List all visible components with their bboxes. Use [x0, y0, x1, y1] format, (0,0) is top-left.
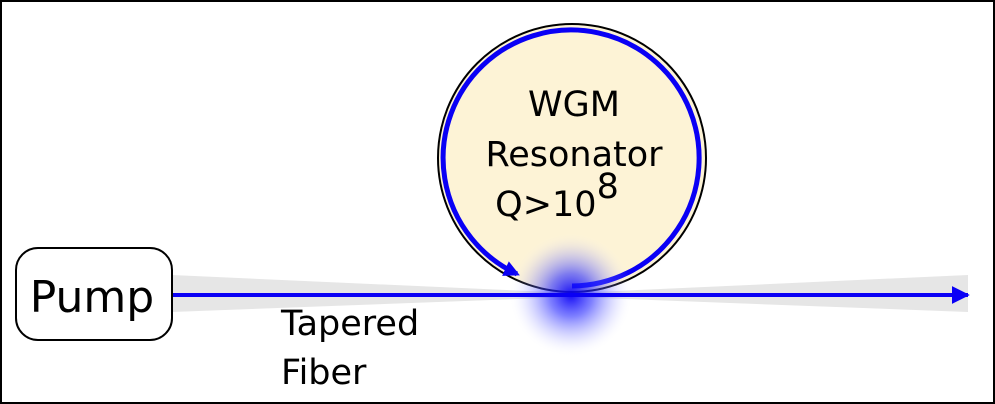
resonator-label-line1: WGM: [528, 85, 620, 125]
fiber-label-line1: Tapered: [280, 304, 419, 344]
quality-factor-base: Q>10: [495, 185, 596, 225]
fiber-label-line2: Fiber: [281, 353, 367, 393]
quality-factor-exponent: 8: [597, 167, 619, 207]
resonator-label-line2: Resonator: [485, 135, 663, 175]
circulating-light-arrow: [440, 27, 702, 289]
pump-label: Pump: [30, 272, 154, 323]
quality-factor-label: Q>108: [495, 167, 619, 225]
pump-box: [15, 247, 173, 341]
